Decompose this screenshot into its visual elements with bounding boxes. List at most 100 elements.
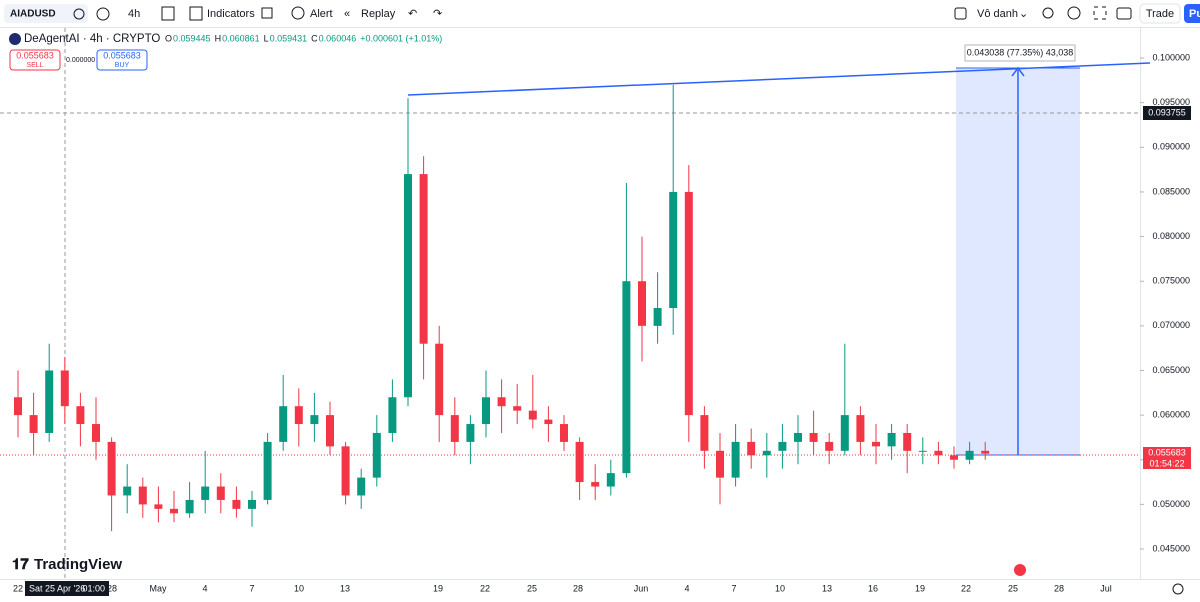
- undo[interactable]: ↶: [408, 8, 417, 20]
- x-tick-label: Jun: [634, 583, 649, 593]
- redo[interactable]: ↷: [433, 8, 442, 20]
- trend-line[interactable]: [407, 62, 1151, 96]
- alert-button[interactable]: Alert: [310, 8, 333, 20]
- candle-body: [778, 441, 787, 451]
- candle-body: [216, 486, 225, 500]
- candle-body: [809, 432, 818, 442]
- candle-body: [310, 415, 319, 425]
- indicators-button[interactable]: Indicators: [207, 8, 255, 20]
- candle-body: [404, 174, 412, 398]
- x-tick-label: 10: [294, 583, 304, 593]
- layout-name[interactable]: Vô danh: [977, 8, 1018, 20]
- buy-price[interactable]: 0.055683: [103, 50, 141, 60]
- y-tick-label: 0.060000: [1152, 409, 1190, 419]
- candle-body: [903, 432, 912, 451]
- candle-body: [825, 441, 834, 451]
- x-tick-label: 19: [433, 583, 443, 593]
- crosshair-hour: 01:00: [82, 583, 105, 593]
- candle-body: [684, 191, 693, 416]
- candle-body: [591, 482, 600, 487]
- candle-body: [965, 450, 974, 460]
- compare-button[interactable]: [96, 7, 110, 21]
- candle-body: [700, 415, 709, 451]
- trade-button[interactable]: Trade: [1146, 8, 1174, 20]
- publish-box[interactable]: [1184, 4, 1200, 23]
- buy-label[interactable]: BUY: [115, 62, 130, 69]
- candle-body: [248, 499, 256, 509]
- candle-body: [794, 432, 802, 442]
- trade-box[interactable]: [1139, 3, 1181, 24]
- x-tick-label: 13: [822, 583, 832, 593]
- alert-icon[interactable]: [291, 6, 305, 20]
- interval[interactable]: 4h: [128, 8, 140, 20]
- candle-body: [653, 307, 662, 326]
- candle-body: [232, 499, 241, 509]
- y-tick-label: 0.050000: [1152, 499, 1190, 509]
- candle-body: [450, 415, 459, 442]
- candle-body: [45, 370, 54, 433]
- symbol-menu[interactable]: [73, 8, 85, 20]
- publish-button[interactable]: Pu: [1189, 8, 1200, 20]
- x-tick-label: 7: [249, 583, 254, 593]
- ohlc-values: O 0.059445 H 0.060861 L 0.059431 C 0.060046 +0.0…: [165, 33, 442, 43]
- y-tick-label: 0.080000: [1152, 231, 1190, 241]
- candle-body: [279, 406, 288, 442]
- candle-body: [263, 441, 272, 500]
- candle-body: [934, 450, 943, 456]
- candle-body: [638, 281, 646, 326]
- candle-body: [388, 397, 397, 433]
- sell-label[interactable]: SELL: [26, 62, 43, 69]
- y-tick-label: 0.045000: [1152, 543, 1190, 553]
- change: +0.000601 (+1.01%): [360, 33, 442, 43]
- x-tick-label: 25: [1008, 583, 1018, 593]
- candle-body: [341, 446, 350, 496]
- x-tick-label: 10: [775, 583, 785, 593]
- candle-body: [981, 450, 990, 454]
- indicators-icon[interactable]: [189, 6, 203, 21]
- chart-type-icon[interactable]: [161, 6, 175, 21]
- y-tick-label: 0.100000: [1152, 52, 1190, 62]
- candle-body: [606, 473, 615, 487]
- x-tick-label: 28: [573, 583, 583, 593]
- spread: 0.000000: [66, 57, 95, 64]
- candle-body: [294, 406, 303, 425]
- replay-icon[interactable]: «: [344, 8, 350, 20]
- fullscreen-icon[interactable]: [1093, 6, 1107, 20]
- ohlc-value: 0.060861: [222, 33, 260, 43]
- legend-title: DeAgentAI · 4h · CRYPTO: [24, 33, 160, 45]
- candle-body: [60, 370, 69, 407]
- brand: TradingView: [34, 556, 122, 573]
- axis-settings[interactable]: [1172, 583, 1184, 595]
- candle-body: [887, 432, 896, 447]
- candle-body: [185, 499, 194, 514]
- x-tick-label: 4: [202, 583, 207, 593]
- y-tick-label: 0.095000: [1152, 97, 1190, 107]
- last-price-tag: [1143, 447, 1191, 469]
- axes: 0.100000 0.095000 0.090000 0.085000 0.080000…: [13, 52, 1190, 596]
- sell-price[interactable]: 0.055683: [16, 50, 54, 60]
- candle-body: [747, 441, 756, 456]
- x-tick-label: 22: [480, 583, 490, 593]
- sell-box[interactable]: [9, 49, 61, 71]
- layout-icon[interactable]: [954, 7, 967, 20]
- search-icon[interactable]: [1042, 7, 1054, 19]
- candle-body: [170, 508, 178, 514]
- symbol[interactable]: AIADUSD: [10, 9, 56, 20]
- candle-body: [76, 406, 85, 425]
- replay-button[interactable]: Replay: [361, 8, 396, 20]
- y-tick-label: 0.070000: [1152, 320, 1190, 330]
- candle-body: [92, 424, 100, 442]
- snapshot-icon[interactable]: [1116, 7, 1132, 20]
- settings-icon[interactable]: [1067, 6, 1081, 20]
- candle-body: [482, 397, 490, 425]
- templates-icon[interactable]: [261, 7, 273, 19]
- x-tick-label: 16: [868, 583, 878, 593]
- layout-menu[interactable]: ⌄: [1019, 8, 1028, 20]
- buy-box[interactable]: [96, 49, 148, 71]
- symbol-logo: [9, 33, 21, 45]
- symbol-box[interactable]: [4, 4, 88, 23]
- candle-body: [762, 450, 771, 456]
- y-tick-label: 0.085000: [1152, 186, 1190, 196]
- candles: [14, 84, 990, 532]
- flag-icon: [1014, 564, 1026, 576]
